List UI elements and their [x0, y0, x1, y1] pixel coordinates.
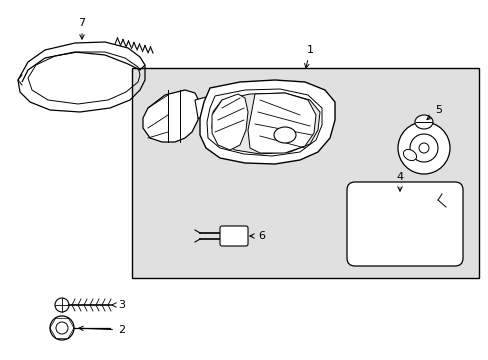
Polygon shape [212, 94, 247, 150]
Circle shape [50, 316, 74, 340]
Text: 7: 7 [78, 18, 85, 39]
Circle shape [409, 134, 437, 162]
FancyBboxPatch shape [220, 226, 247, 246]
Polygon shape [212, 93, 319, 154]
Polygon shape [195, 95, 220, 118]
Text: 4: 4 [396, 172, 403, 191]
Polygon shape [200, 80, 334, 164]
Circle shape [418, 143, 428, 153]
Polygon shape [142, 90, 200, 142]
Text: 5: 5 [426, 105, 441, 120]
Ellipse shape [414, 115, 432, 129]
FancyBboxPatch shape [346, 182, 462, 266]
Ellipse shape [403, 149, 416, 161]
Text: 3: 3 [112, 300, 125, 310]
Circle shape [55, 298, 69, 312]
Circle shape [397, 122, 449, 174]
Text: 1: 1 [304, 45, 313, 68]
Polygon shape [247, 93, 315, 153]
Text: 2: 2 [79, 325, 125, 335]
Bar [132, 68, 478, 278]
Circle shape [56, 322, 68, 334]
Ellipse shape [273, 127, 295, 143]
Text: 6: 6 [249, 231, 264, 241]
